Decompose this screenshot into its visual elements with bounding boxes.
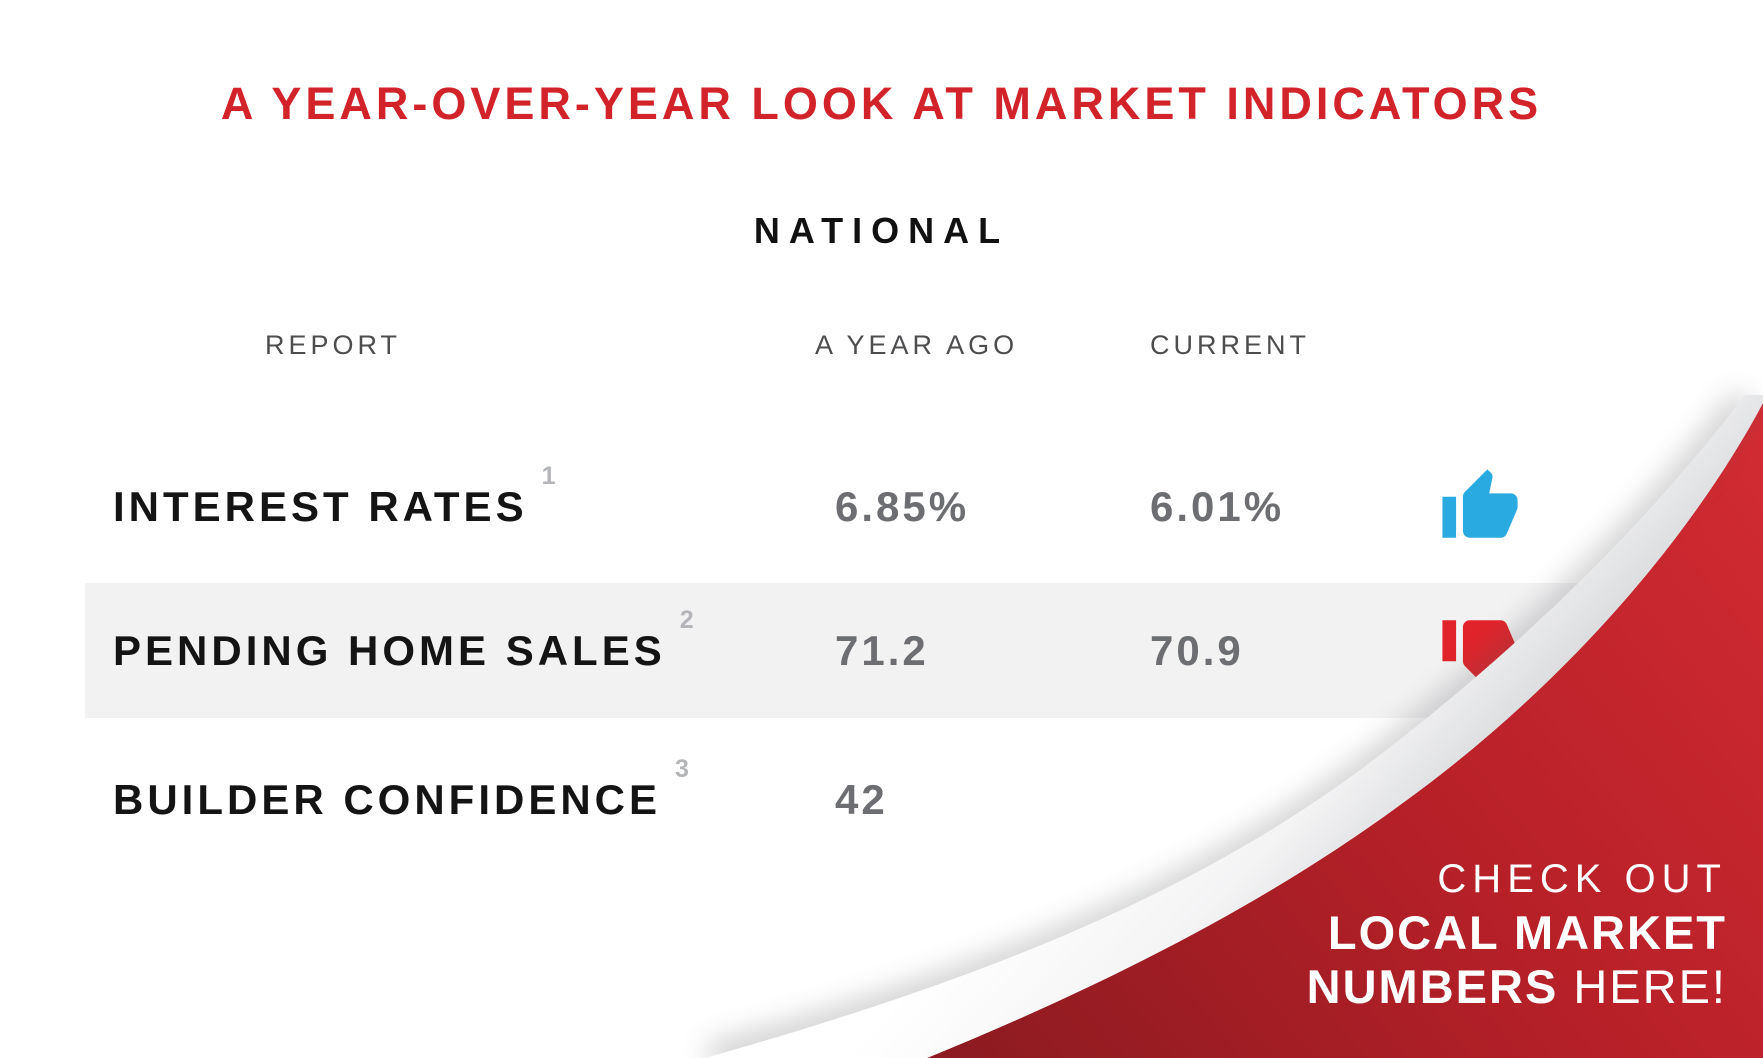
row-label-pending-home-sales: PENDING HOME SALES 2 xyxy=(113,606,694,675)
table-row: INTEREST RATES 1 6.85% 6.01% xyxy=(0,462,1763,552)
row-label-text: INTEREST RATES xyxy=(113,483,528,530)
cta-line-3: NUMBERS HERE! xyxy=(1307,960,1727,1014)
row-label-text: PENDING HOME SALES xyxy=(113,626,666,674)
value-current: 70.9 xyxy=(1150,626,1244,674)
table-row: BUILDER CONFIDENCE 3 42 xyxy=(0,755,1763,845)
column-header-year-ago: A YEAR AGO xyxy=(815,330,1019,360)
cta-line-2: LOCAL MARKET xyxy=(1327,906,1727,959)
column-header-current: CURRENT xyxy=(1150,330,1310,360)
trend-indicator xyxy=(1436,466,1524,548)
thumbs-up-icon xyxy=(1442,469,1518,538)
footnote-marker: 2 xyxy=(679,605,694,634)
row-label-text: BUILDER CONFIDENCE xyxy=(113,776,662,823)
row-label-interest-rates: INTEREST RATES 1 xyxy=(113,462,556,531)
thumbs-down-icon xyxy=(1442,619,1518,689)
trend-indicator xyxy=(1436,610,1524,692)
page-title: A YEAR-OVER-YEAR LOOK AT MARKET INDICATO… xyxy=(220,78,1543,129)
value-year-ago: 71.2 xyxy=(835,626,929,674)
local-market-cta-link[interactable]: CHECK OUT LOCAL MARKET NUMBERS HERE! xyxy=(1307,852,1727,1014)
column-header-report: REPORT xyxy=(265,330,402,360)
value-year-ago: 6.85% xyxy=(835,483,970,530)
row-label-builder-confidence: BUILDER CONFIDENCE 3 xyxy=(113,755,689,824)
value-year-ago: 42 xyxy=(835,776,888,823)
section-title-national: NATIONAL xyxy=(753,210,1010,251)
footnote-marker: 3 xyxy=(675,755,689,783)
value-current: 6.01% xyxy=(1150,483,1285,530)
table-header-row: REPORT A YEAR AGO CURRENT xyxy=(0,330,1763,374)
footnote-marker: 1 xyxy=(541,462,556,490)
cta-line-3-bold: NUMBERS xyxy=(1306,960,1559,1013)
cta-line-3-light: HERE! xyxy=(1558,960,1727,1013)
cta-line-1: CHECK OUT xyxy=(1437,857,1727,901)
table-row: PENDING HOME SALES 2 71.2 70.9 xyxy=(0,583,1763,718)
